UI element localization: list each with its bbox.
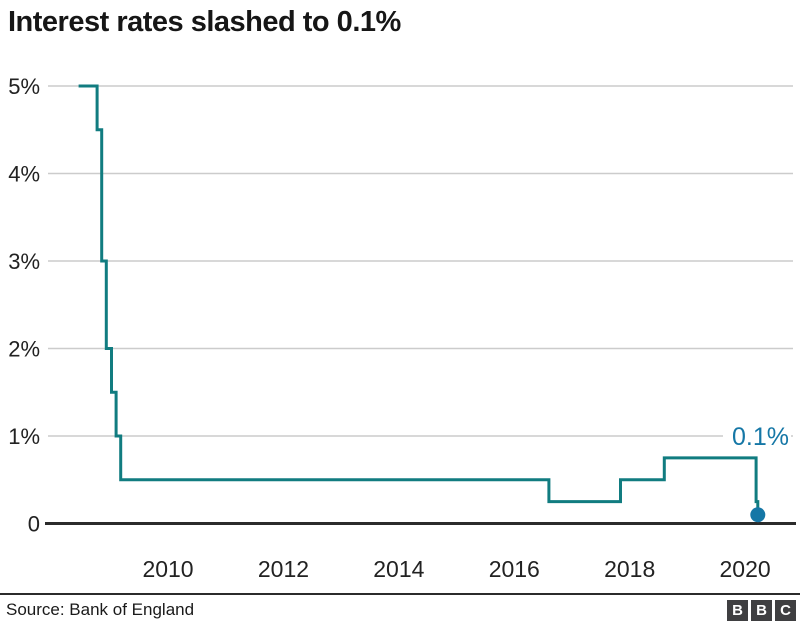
y-tick-label-4%: 4% [8,162,40,187]
bbc-logo-block-b2: B [751,599,772,621]
bbc-logo-block-c: C [775,599,796,621]
y-tick-label-3%: 3% [8,249,40,274]
x-tick-label-2020: 2020 [720,556,771,582]
annotation-current-rate: 0.1% [732,423,789,451]
chart-title: Interest rates slashed to 0.1% [8,6,401,38]
annotation-backing [723,415,791,447]
interest-rate-step-chart: 0.1% 5% 4% 3% 2% 1% 0 2010 2012 2014 2016 2018 2020 [8,74,796,582]
rate-step-line [78,84,760,515]
x-tick-label-2016: 2016 [489,556,540,582]
bbc-logo: B B C [727,599,796,621]
x-tick-label-2010: 2010 [142,556,193,582]
x-tick-label-2018: 2018 [604,556,655,582]
y-tick-label-1%: 1% [8,424,40,449]
source-label: Source: Bank of England [6,600,195,619]
end-point-dot [750,507,766,523]
x-tick-label-2012: 2012 [258,556,309,582]
y-tick-label-5%: 5% [8,74,40,99]
y-tick-label-0: 0 [28,512,40,537]
chart-footer: Source: Bank of England B B C [0,593,800,625]
y-tick-label-2%: 2% [8,337,40,362]
bbc-logo-block-b1: B [727,599,748,621]
x-tick-label-2014: 2014 [373,556,424,582]
